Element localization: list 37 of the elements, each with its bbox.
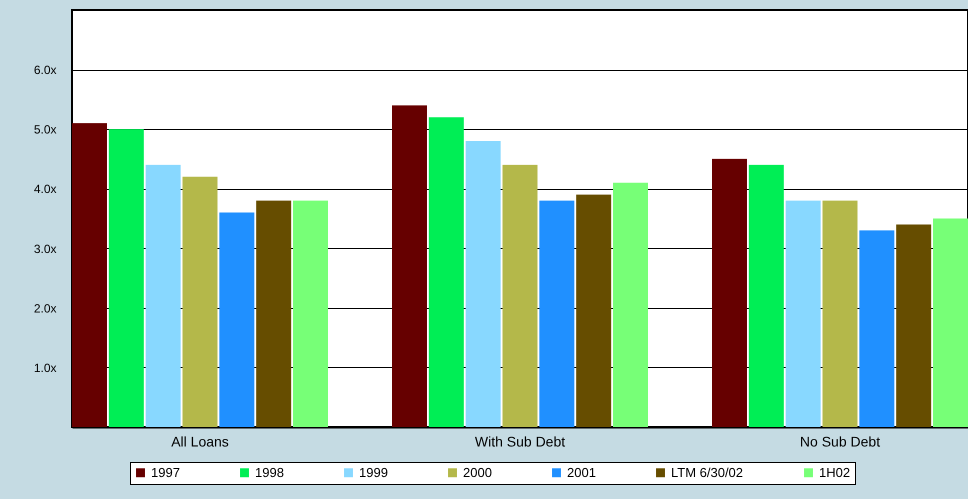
y-tick-label: 3.0x <box>34 242 56 256</box>
bar <box>466 141 501 427</box>
bar <box>748 164 784 427</box>
y-tick-label: 2.0x <box>34 301 56 316</box>
x-tick-label: All Loans <box>171 434 229 450</box>
y-tick-label: 6.0x <box>34 63 56 78</box>
y-tick-label: 5.0x <box>34 122 56 137</box>
bar <box>896 224 932 427</box>
bar <box>72 123 107 427</box>
bar <box>428 117 464 427</box>
bar <box>256 200 292 427</box>
legend-label: 1998 <box>255 464 284 480</box>
y-tick-label: 4.0x <box>34 182 56 196</box>
x-tick-label: No Sub Debt <box>800 434 880 450</box>
y-tick-label: 1.0x <box>34 360 56 375</box>
bar <box>108 129 144 427</box>
bar <box>712 158 747 427</box>
bar <box>293 200 328 427</box>
bar <box>822 200 858 427</box>
legend-label: 2000 <box>463 464 492 480</box>
bar <box>502 164 538 427</box>
legend-label: 2001 <box>567 464 596 480</box>
bar <box>539 200 574 427</box>
legend-label: LTM 6/30/02 <box>671 464 744 480</box>
bar <box>392 105 427 427</box>
x-tick-label: With Sub Debt <box>474 434 566 450</box>
legend-label: 1999 <box>359 464 388 480</box>
bar <box>576 194 612 427</box>
bar <box>786 200 821 427</box>
legend-label: 1997 <box>151 464 180 480</box>
bar <box>146 164 181 427</box>
legend-label: 1H02 <box>819 464 850 480</box>
bar <box>933 218 968 427</box>
bar <box>219 212 254 427</box>
bar <box>859 230 894 427</box>
bar <box>182 176 218 427</box>
bar <box>613 182 648 427</box>
